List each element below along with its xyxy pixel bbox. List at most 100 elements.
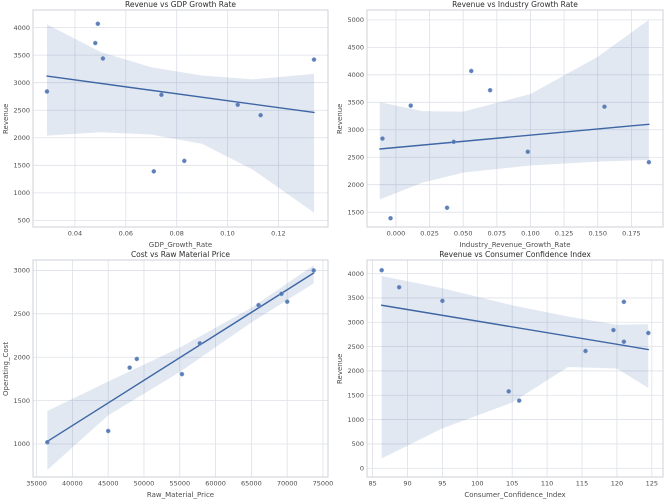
y-tick-label: 1500 xyxy=(13,162,30,170)
scatter-point xyxy=(159,92,164,98)
subplot-revenue-industry: 0.000 0.025 0.050 0.075 0.100 0.125 0.150 0.175… xyxy=(334,0,669,250)
y-tick-label: 3000 xyxy=(13,267,30,275)
y-tick-label: 1500 xyxy=(13,397,30,405)
regression-line xyxy=(380,304,650,351)
y-tick-label: 2500 xyxy=(13,310,30,318)
x-tick-label: 0.150 xyxy=(588,230,607,238)
x-tick-label: 0.12 xyxy=(271,230,285,238)
x-tick-label: 35000 xyxy=(26,480,47,488)
chart-title: Revenue vs Consumer Confidence Index xyxy=(439,250,591,259)
scatter-point xyxy=(583,348,588,354)
y-tick-label: 3500 xyxy=(347,294,364,302)
y-tick-label: 1000 xyxy=(13,440,30,448)
confidence-band xyxy=(379,19,649,200)
plot-area xyxy=(33,260,328,477)
x-tick-label: 95 xyxy=(438,480,446,488)
scatter-plot-cost-rawmaterial: 35000 40000 45000 50000 55000 60000 65000 70000… xyxy=(13,259,334,488)
x-axis-label: Industry_Revenue_Growth_Rate xyxy=(459,241,571,249)
y-tick-label: 1000 xyxy=(13,189,30,197)
y-axis-label: Operating_Cost xyxy=(2,341,10,396)
x-tick-label: 105 xyxy=(506,480,518,488)
scatter-point xyxy=(44,89,50,94)
x-tick-label: 0.125 xyxy=(555,230,574,238)
x-tick-label: 0.025 xyxy=(420,230,439,238)
subplot-revenue-confidence: 85 90 95 100 105 110 115 120 125 0 500 1000 1500 2000… xyxy=(334,250,669,500)
y-tick-label: 4500 xyxy=(347,44,364,52)
scatter-point xyxy=(646,159,652,165)
y-axis-label: Revenue xyxy=(336,353,344,384)
y-tick-label: 4000 xyxy=(347,71,364,79)
scatter-point xyxy=(284,299,290,305)
confidence-band xyxy=(46,24,315,213)
scatter-point xyxy=(44,439,50,445)
scatter-point xyxy=(621,339,627,345)
scatter-plot-revenue-gdp: 0.04 0.06 0.08 0.10 0.12 500 1000 1500 2000 2500 3… xyxy=(13,9,329,238)
y-tick-label: 2000 xyxy=(13,353,30,361)
scatter-point xyxy=(258,112,263,118)
scatter-point xyxy=(105,428,111,434)
y-tick-label: 4000 xyxy=(13,24,30,32)
y-tick-label: 2500 xyxy=(347,343,364,351)
y-axis-label: Revenue xyxy=(336,103,344,134)
chart-title: Revenue vs GDP Growth Rate xyxy=(125,0,236,9)
y-tick-label: 1500 xyxy=(347,208,364,216)
scatter-point xyxy=(127,365,133,370)
y-tick-label: 2000 xyxy=(347,367,364,375)
scatter-point xyxy=(311,268,317,273)
scatter-point xyxy=(181,158,187,164)
y-tick-label: 3000 xyxy=(13,79,30,87)
scatter-point xyxy=(516,398,522,403)
scatter-point xyxy=(468,68,474,74)
axes-spine xyxy=(366,259,664,478)
x-tick-label: 40000 xyxy=(62,480,83,488)
scatter-point xyxy=(134,356,140,362)
regression-line xyxy=(379,123,650,150)
scatter-point xyxy=(451,139,457,145)
scatter-point xyxy=(95,21,101,27)
x-axis-label: GDP_Growth_Rate xyxy=(148,241,213,249)
scatter-point xyxy=(645,330,651,336)
x-tick-label: 45000 xyxy=(98,480,119,488)
scatter-point xyxy=(621,299,627,305)
y-axis-label: Revenue xyxy=(2,103,10,134)
y-tick-label: 5000 xyxy=(347,16,364,24)
scatter-point xyxy=(506,389,512,394)
x-tick-label: 55000 xyxy=(169,480,190,488)
x-tick-label: 70000 xyxy=(277,480,298,488)
scatter-point xyxy=(311,57,317,62)
x-tick-label: 90 xyxy=(403,480,411,488)
x-tick-label: 65000 xyxy=(241,480,262,488)
plot-area xyxy=(367,260,663,477)
x-tick-label: 0.04 xyxy=(68,230,82,238)
axes-spine xyxy=(32,259,329,478)
scatter-point xyxy=(396,284,402,290)
y-tick-label: 500 xyxy=(18,217,30,225)
y-tick-label: 2000 xyxy=(347,181,364,189)
y-tick-label: 2500 xyxy=(347,153,364,161)
y-tick-label: 2500 xyxy=(13,106,30,114)
x-tick-label: 75000 xyxy=(313,480,334,488)
scatter-point xyxy=(256,302,261,308)
scatter-point xyxy=(444,205,450,211)
plot-area xyxy=(367,10,663,227)
confidence-band xyxy=(381,276,649,459)
scatter-point xyxy=(525,149,531,155)
y-tick-label: 3000 xyxy=(347,126,364,134)
scatter-point xyxy=(487,87,493,93)
x-tick-label: 50000 xyxy=(134,480,155,488)
x-tick-label: 0.175 xyxy=(622,230,641,238)
scatter-point xyxy=(380,136,385,141)
x-tick-label: 60000 xyxy=(205,480,226,488)
scatter-plot-revenue-industry: 0.000 0.025 0.050 0.075 0.100 0.125 0.150 0.175… xyxy=(347,9,664,238)
chart-title: Cost vs Raw Material Price xyxy=(130,250,231,259)
y-tick-label: 500 xyxy=(352,440,364,448)
regression-line xyxy=(46,272,315,443)
scatter-point xyxy=(179,371,185,377)
scatter-point xyxy=(235,102,241,108)
x-tick-label: 0.075 xyxy=(488,230,507,238)
x-axis-label: Raw_Material_Price xyxy=(146,491,215,499)
axes-spine xyxy=(32,9,329,228)
scatter-plot-revenue-confidence: 85 90 95 100 105 110 115 120 125 0 500 1000 1500 2000… xyxy=(347,259,664,488)
plot-area xyxy=(33,10,328,227)
